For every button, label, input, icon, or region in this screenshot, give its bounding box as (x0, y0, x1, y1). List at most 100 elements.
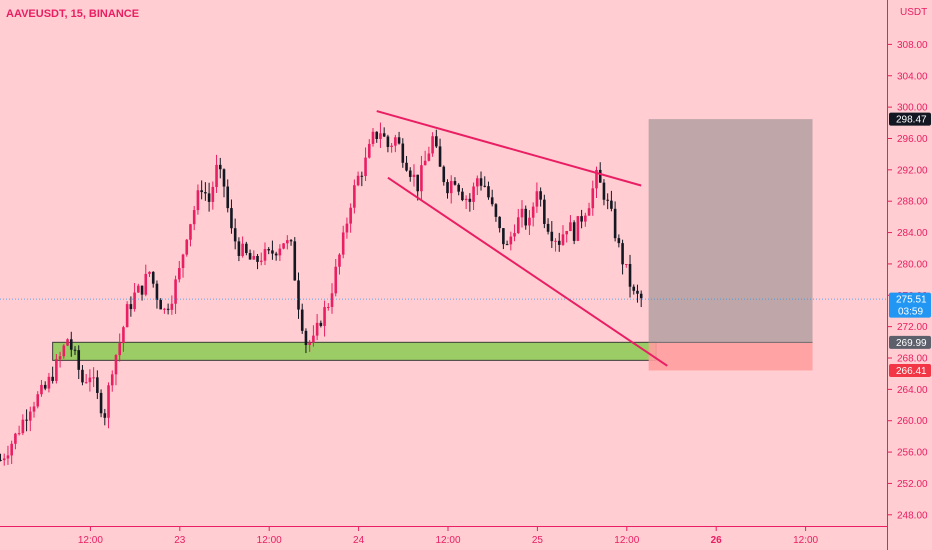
candle-up (62, 345, 66, 357)
candle-up (215, 164, 218, 187)
price-axis-currency[interactable]: USDT (900, 7, 927, 18)
stop-price-badge[interactable] (889, 363, 931, 377)
candle-up (40, 384, 43, 395)
stop-zone[interactable] (648, 342, 813, 371)
candle-down (401, 143, 405, 163)
candle-up (367, 143, 371, 158)
candle-up (263, 249, 267, 261)
candle-down (524, 208, 528, 226)
candle-up (323, 307, 326, 326)
candle-up (312, 335, 315, 343)
time-tick-label: 23 (174, 535, 186, 546)
candle-down (297, 280, 300, 310)
candle-down (166, 308, 170, 310)
candle-up (122, 327, 125, 344)
candle-up (32, 406, 36, 412)
time-axis-ticks[interactable]: 12:00 23 12:00 24 12:00 25 12:00 26 12:00 (78, 527, 819, 546)
wedge-lower-line[interactable] (387, 176, 668, 367)
time-tick-label: 12:00 (793, 535, 818, 546)
candle-down (99, 392, 103, 414)
candle-up (55, 359, 58, 381)
candle-up (349, 207, 352, 224)
candle-up (420, 165, 423, 192)
candles-layer (0, 122, 643, 466)
candle-up (576, 216, 580, 241)
last-price-badge[interactable] (889, 292, 931, 318)
time-tick-label: 12:00 (435, 535, 460, 546)
candle-up (587, 208, 591, 216)
candle-down (621, 243, 624, 265)
candle-up (595, 169, 598, 189)
candle-down (155, 283, 159, 300)
candle-up (353, 185, 356, 208)
candle-down (613, 208, 617, 239)
candle-up (412, 174, 416, 177)
price-tick-label: 288.00 (897, 197, 928, 208)
candle-up (379, 133, 382, 139)
candle-down (453, 181, 457, 185)
candle-down (550, 231, 554, 242)
candle-up (338, 254, 341, 267)
candle-down (51, 376, 54, 381)
candle-down (457, 184, 460, 192)
candle-down (442, 166, 446, 183)
candle-up (625, 263, 628, 265)
target-zone[interactable] (648, 119, 813, 343)
candle-up (118, 343, 121, 356)
price-tick-label: 284.00 (897, 228, 928, 239)
candle-up (427, 153, 431, 161)
candle-up (163, 308, 166, 310)
price-tick-label: 264.00 (897, 385, 928, 396)
candle-down (230, 208, 233, 229)
candle-up (252, 255, 256, 260)
candle-down (274, 253, 278, 256)
time-tick-label: 12:00 (78, 535, 103, 546)
candle-down (461, 191, 464, 201)
entry-price-badge[interactable] (889, 335, 931, 349)
candle-down (487, 186, 490, 198)
price-tick-label: 268.00 (897, 354, 928, 365)
candle-up (327, 306, 330, 308)
candle-down (438, 146, 442, 167)
candle-down (69, 339, 73, 350)
candle-down (233, 228, 237, 242)
price-tick-label: 256.00 (897, 448, 928, 459)
candle-up (47, 376, 51, 389)
target-price-badge[interactable] (889, 112, 931, 126)
price-tick-label: 292.00 (897, 165, 928, 176)
candle-up (476, 178, 479, 187)
price-tick-label: 304.00 (897, 71, 928, 82)
candle-down (479, 178, 483, 186)
candle-down (207, 193, 211, 202)
candle-up (170, 303, 174, 310)
price-tick-label: 296.00 (897, 134, 928, 145)
candle-down (140, 285, 144, 295)
candle-up (174, 279, 177, 304)
candle-up (535, 191, 539, 207)
candle-up (364, 157, 367, 177)
price-axis-corner (888, 527, 932, 550)
candle-down (267, 249, 270, 251)
candle-up (345, 223, 349, 233)
candle-down (435, 136, 438, 147)
candle-down (405, 162, 408, 171)
candle-down (505, 244, 509, 246)
price-tick-label: 308.00 (897, 40, 928, 51)
candle-up (58, 356, 62, 360)
candle-up (133, 292, 136, 310)
candle-down (382, 133, 386, 137)
candle-up (88, 377, 92, 383)
wedge-upper-line[interactable] (376, 110, 642, 187)
candle-up (36, 394, 40, 407)
support-zone[interactable] (52, 341, 657, 361)
time-tick-label: 12:00 (614, 535, 639, 546)
candle-down (96, 377, 99, 393)
candle-down (446, 182, 449, 194)
candle-up (315, 322, 319, 336)
candle-down (494, 204, 498, 217)
candle-up (286, 240, 289, 244)
candle-down (572, 222, 576, 241)
trendlines-layer (376, 110, 668, 367)
candle-down (610, 200, 613, 209)
